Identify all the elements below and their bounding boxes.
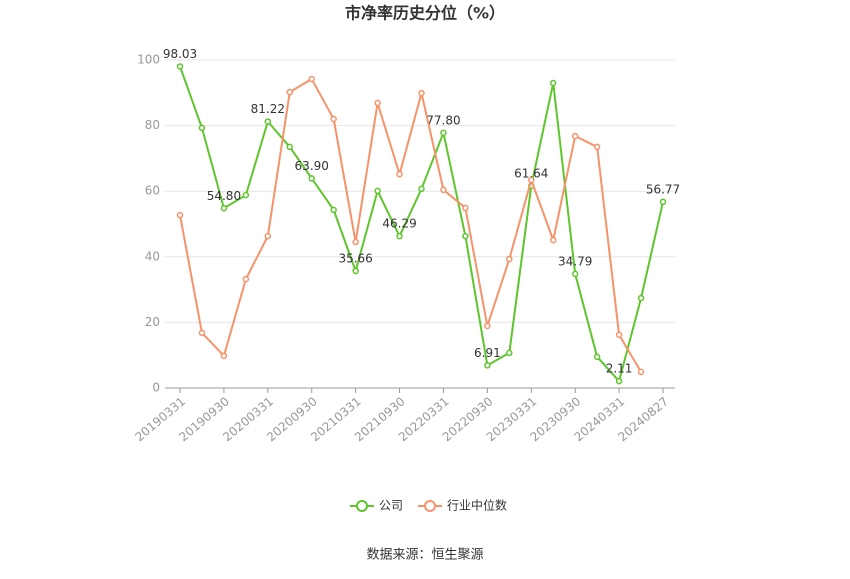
data-point: [242, 275, 250, 283]
data-label: 81.22: [251, 102, 285, 116]
data-point: [418, 185, 425, 193]
data-point: [528, 176, 535, 184]
series-line: [179, 77, 642, 373]
data-point: [549, 79, 557, 87]
data-label: 56.77: [646, 182, 680, 196]
data-point: [242, 191, 250, 199]
data-label: 35.66: [338, 252, 372, 266]
data-point: [176, 63, 184, 70]
legend-marker: [424, 500, 436, 512]
data-point: [176, 211, 184, 219]
data-label: 46.29: [382, 217, 416, 231]
data-label: 98.03: [163, 47, 197, 61]
data-point: [308, 175, 315, 182]
data-point: [198, 124, 206, 132]
data-point: [418, 89, 425, 97]
data-label: 61.64: [514, 166, 548, 180]
y-tick-label: 80: [145, 118, 160, 132]
legend-label: 行业中位数: [447, 498, 507, 513]
data-point: [506, 255, 513, 263]
data-point: [374, 187, 381, 195]
y-tick-label: 60: [145, 184, 160, 198]
data-point: [637, 368, 645, 376]
data-point: [374, 99, 381, 107]
data-point: [198, 329, 206, 337]
data-point: [615, 331, 623, 339]
data-point: [440, 129, 447, 137]
data-point: [264, 232, 272, 240]
data-point: [396, 232, 403, 240]
data-point: [352, 267, 359, 275]
y-tick-label: 100: [137, 53, 160, 67]
chart-title: 市净率历史分位（%）: [345, 4, 505, 23]
legend-label: 公司: [379, 499, 403, 513]
data-point: [440, 186, 447, 194]
data-point: [462, 232, 469, 240]
data-point: [462, 204, 469, 212]
data-point: [286, 143, 294, 151]
data-point: [396, 170, 403, 178]
data-label: 34.79: [558, 254, 592, 268]
data-point: [330, 206, 337, 214]
data-point: [593, 353, 601, 361]
data-label: 2.11: [606, 362, 633, 376]
data-point: [484, 322, 491, 330]
data-label: 77.80: [426, 113, 460, 127]
data-point: [593, 143, 601, 151]
data-point: [330, 115, 337, 123]
data-point: [549, 236, 557, 244]
data-point: [659, 198, 667, 206]
data-label: 54.80: [207, 189, 241, 203]
data-label: 6.91: [474, 346, 501, 360]
data-point: [571, 270, 579, 278]
source-note: 数据来源：恒生聚源: [366, 548, 483, 563]
data-point: [308, 75, 315, 83]
data-point: [352, 238, 359, 246]
data-point: [264, 118, 272, 125]
data-point: [286, 88, 294, 96]
y-tick-label: 40: [145, 249, 160, 263]
data-label: 63.90: [295, 159, 329, 173]
data-point: [615, 377, 623, 385]
data-point: [571, 132, 579, 140]
y-tick-label: 0: [152, 381, 160, 395]
data-point: [484, 362, 491, 369]
data-point: [220, 205, 228, 212]
y-tick-label: 20: [145, 315, 160, 329]
data-point: [506, 349, 513, 357]
data-point: [637, 294, 645, 302]
data-point: [220, 352, 228, 360]
legend-marker: [356, 500, 368, 512]
